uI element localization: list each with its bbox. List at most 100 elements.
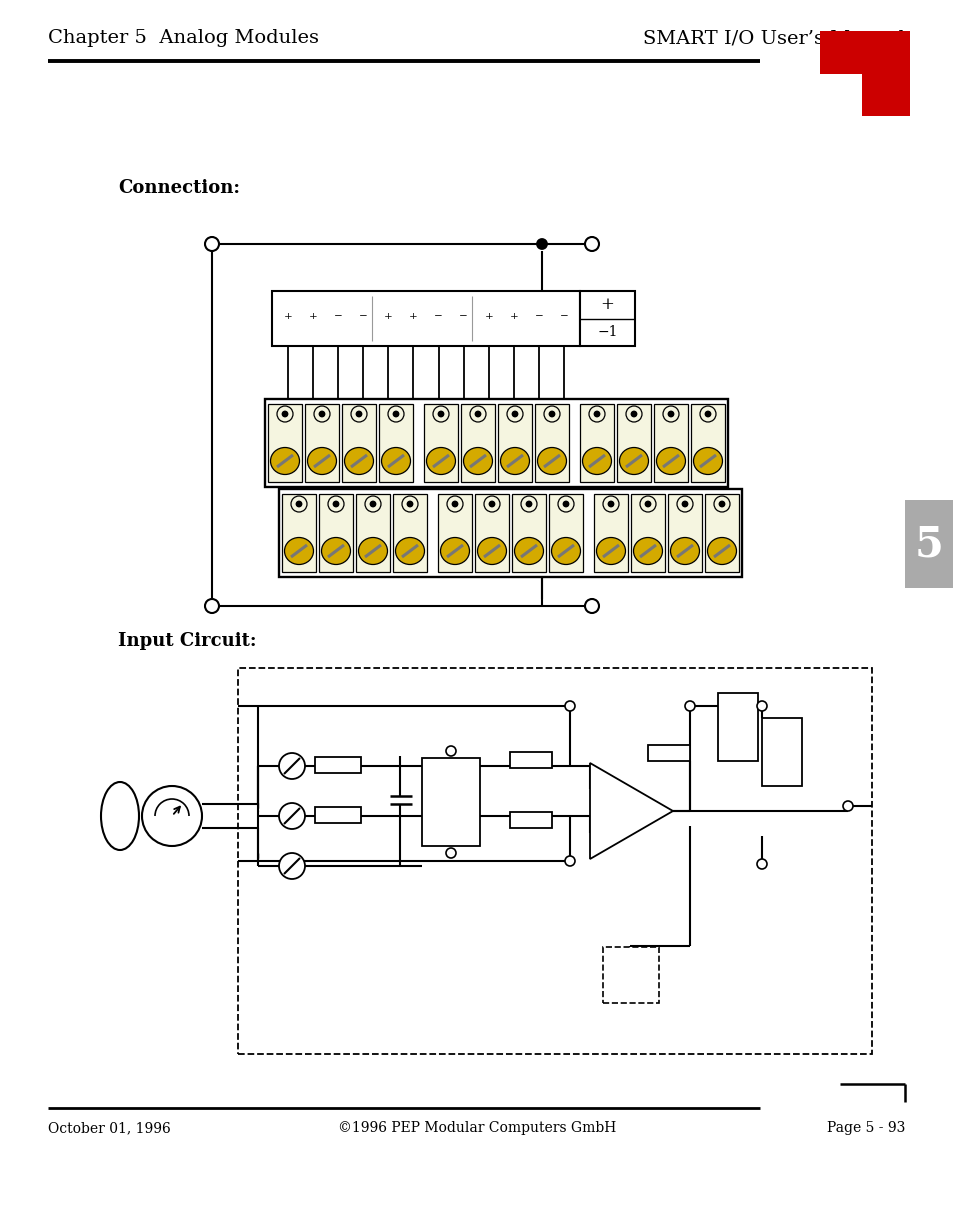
Circle shape: [681, 501, 687, 507]
Bar: [820, 74, 862, 116]
Text: Connection:: Connection:: [118, 179, 240, 197]
Bar: [460, 404, 495, 482]
Circle shape: [506, 406, 522, 422]
Bar: [314, 758, 360, 773]
Circle shape: [588, 406, 604, 422]
Text: −: −: [593, 782, 606, 796]
Circle shape: [625, 406, 641, 422]
Bar: [265, 399, 727, 486]
Bar: [630, 494, 664, 572]
Circle shape: [447, 496, 462, 512]
Ellipse shape: [463, 447, 492, 474]
Bar: [314, 807, 360, 823]
Bar: [341, 404, 375, 482]
Bar: [497, 404, 532, 482]
Bar: [378, 404, 413, 482]
Circle shape: [446, 745, 456, 756]
Ellipse shape: [307, 447, 336, 474]
Ellipse shape: [656, 447, 685, 474]
Bar: [421, 758, 479, 846]
Circle shape: [584, 237, 598, 250]
Text: +: +: [600, 295, 614, 313]
Ellipse shape: [582, 447, 611, 474]
Text: −: −: [458, 313, 468, 321]
Text: +: +: [484, 313, 493, 321]
Text: SMART I/O User’s Manual: SMART I/O User’s Manual: [642, 29, 904, 47]
Bar: [272, 291, 579, 347]
Circle shape: [602, 496, 618, 512]
Ellipse shape: [618, 447, 648, 474]
Bar: [278, 489, 741, 578]
Circle shape: [668, 411, 673, 417]
Bar: [602, 947, 659, 1003]
Circle shape: [356, 411, 361, 417]
Text: +: +: [384, 313, 393, 321]
Circle shape: [370, 501, 375, 507]
Ellipse shape: [271, 447, 299, 474]
Circle shape: [564, 856, 575, 866]
Circle shape: [639, 496, 656, 512]
Circle shape: [512, 411, 517, 417]
Bar: [535, 404, 568, 482]
Ellipse shape: [537, 447, 566, 474]
Bar: [548, 494, 582, 572]
Ellipse shape: [670, 537, 699, 564]
Text: −: −: [559, 313, 568, 321]
Circle shape: [446, 848, 456, 858]
Text: +: +: [309, 313, 317, 321]
Circle shape: [205, 237, 219, 250]
Ellipse shape: [101, 782, 139, 850]
Bar: [282, 494, 315, 572]
Circle shape: [549, 411, 554, 417]
Circle shape: [278, 852, 305, 879]
Bar: [510, 812, 552, 828]
Circle shape: [470, 406, 485, 422]
Bar: [237, 668, 871, 1054]
Circle shape: [537, 240, 546, 249]
Circle shape: [757, 858, 766, 869]
Text: Chapter 5  Analog Modules: Chapter 5 Analog Modules: [48, 29, 318, 47]
Circle shape: [282, 411, 287, 417]
Text: +: +: [283, 313, 292, 321]
Circle shape: [563, 501, 568, 507]
Bar: [305, 404, 338, 482]
Circle shape: [608, 501, 613, 507]
Circle shape: [278, 753, 305, 779]
Text: Input Circuit:: Input Circuit:: [118, 632, 256, 651]
Circle shape: [584, 599, 598, 613]
Circle shape: [520, 496, 537, 512]
Circle shape: [475, 411, 480, 417]
Circle shape: [296, 501, 301, 507]
Circle shape: [564, 700, 575, 711]
Circle shape: [558, 496, 574, 512]
Circle shape: [489, 501, 494, 507]
Bar: [667, 494, 701, 572]
Ellipse shape: [551, 537, 579, 564]
Bar: [647, 745, 689, 761]
Ellipse shape: [284, 537, 314, 564]
Ellipse shape: [477, 537, 506, 564]
Circle shape: [594, 411, 598, 417]
Bar: [355, 494, 390, 572]
Circle shape: [407, 501, 412, 507]
Circle shape: [319, 411, 324, 417]
Circle shape: [291, 496, 307, 512]
Bar: [393, 494, 427, 572]
Circle shape: [543, 406, 559, 422]
Bar: [617, 404, 650, 482]
Bar: [718, 693, 758, 761]
Bar: [904, 500, 953, 589]
Bar: [475, 494, 509, 572]
Circle shape: [401, 496, 417, 512]
Circle shape: [365, 496, 380, 512]
Circle shape: [719, 501, 723, 507]
Bar: [579, 404, 614, 482]
Circle shape: [662, 406, 679, 422]
Ellipse shape: [596, 537, 625, 564]
Circle shape: [713, 496, 729, 512]
Circle shape: [393, 411, 398, 417]
Ellipse shape: [395, 537, 424, 564]
Text: −1: −1: [597, 325, 618, 339]
Circle shape: [351, 406, 367, 422]
Bar: [761, 717, 801, 786]
